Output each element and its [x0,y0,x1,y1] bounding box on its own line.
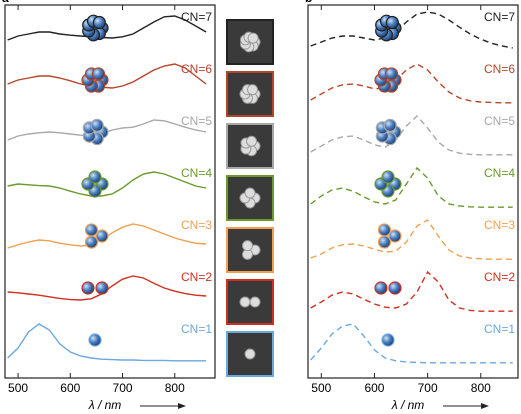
particle [90,118,104,132]
spectrum-line [310,63,513,104]
series-label: CN=7 [181,10,212,24]
cluster-icon [81,170,109,198]
particle [91,67,106,81]
particle [88,333,102,347]
series-label: CN=2 [181,270,212,284]
series-label: CN=3 [484,218,515,232]
sem-particle [247,84,258,96]
cluster-icon [374,281,402,295]
particle [385,15,399,30]
series-label: CN=1 [484,322,515,336]
spectrum-line [7,171,207,197]
spectrum-line [310,114,513,156]
spectrum-line [310,11,513,49]
sem-particle [246,135,258,147]
particle [388,229,402,243]
particle [383,118,397,132]
cluster-icon [377,223,402,249]
series-label: CN=6 [484,62,515,76]
x-tick-label: 700 [113,381,133,395]
particle [95,229,109,243]
sem-particle [244,348,256,360]
sem-particles [244,348,256,360]
particle [381,170,395,184]
particle [377,223,392,237]
sem-particles [239,84,261,104]
series-label: CN=7 [484,10,515,24]
particle [377,235,392,249]
x-tick-label: 700 [418,381,438,395]
sem-particles [242,240,261,260]
series-label: CN=4 [484,166,515,180]
x-tick-label: 500 [311,381,331,395]
spectrum-line [310,166,513,208]
x-axis-label: λ / nm [88,398,122,412]
series-label: CN=5 [484,114,515,128]
spectrum-line [7,15,207,41]
cluster-icon [375,14,402,42]
plot-frame [307,4,519,379]
sem-particle [239,296,251,308]
spectrum-line [310,270,513,312]
spectrum-line [7,323,207,362]
series-label: CN=5 [181,114,212,128]
x-tick-label: 800 [471,381,491,395]
series-label: CN=3 [181,218,212,232]
x-axis-label: λ / nm [391,398,425,412]
particle [88,170,102,184]
series-label: CN=4 [181,166,212,180]
series-label: CN=1 [181,322,212,336]
particle [374,281,388,295]
spectrum-line [310,219,513,260]
sem-particle [247,32,259,44]
particle [92,15,106,30]
sem-particles [239,296,261,308]
cluster-icon [375,118,402,146]
x-tick-label: 600 [60,381,80,395]
particle [388,281,402,295]
cluster-icon [81,67,109,93]
particle [384,67,399,81]
sem-particles [240,135,261,157]
cluster-icon [81,281,109,295]
panel-label: a [2,0,9,5]
cluster-icon [84,223,109,249]
sem-particle [244,187,256,199]
x-tick-label: 600 [364,381,384,395]
cluster-icon [374,67,402,93]
cluster-icon [82,14,109,42]
cluster-icon [88,333,102,347]
particle [381,333,395,347]
sem-particles [239,31,261,53]
particle [84,223,99,237]
series-label: CN=6 [181,62,212,76]
spectrum-line [7,63,207,89]
sem-particle [242,240,253,252]
cluster-icon [82,118,109,146]
spectrum-line [310,323,513,364]
sem-image [226,175,274,221]
cluster-icon [381,333,395,347]
sem-particle [249,296,261,308]
sem-particles [239,187,261,209]
panel-label: b [305,0,312,5]
series-label: CN=2 [484,270,515,284]
x-tick-label: 500 [8,381,28,395]
particle [84,235,99,249]
cluster-icon [374,170,402,198]
particle [81,281,95,295]
particle [95,281,109,295]
x-tick-label: 800 [165,381,185,395]
plot-frame [4,4,216,379]
